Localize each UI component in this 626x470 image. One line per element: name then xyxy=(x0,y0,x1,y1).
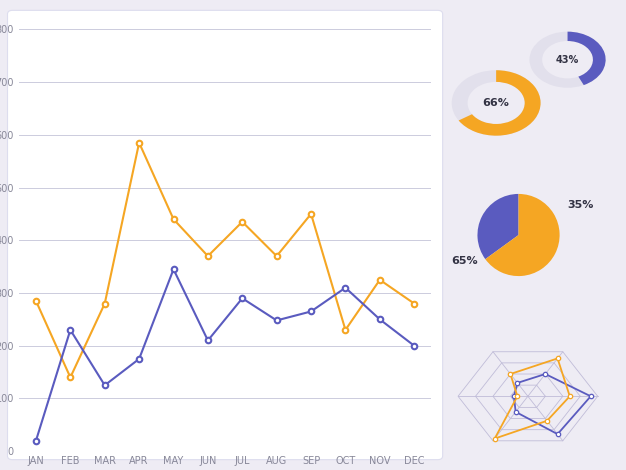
Point xyxy=(565,392,575,400)
Point xyxy=(505,370,515,378)
Point xyxy=(509,392,519,400)
Point xyxy=(513,379,523,387)
Point xyxy=(511,408,521,415)
Text: 65%: 65% xyxy=(451,256,478,266)
Point xyxy=(490,435,500,442)
Point xyxy=(513,392,523,400)
Text: 43%: 43% xyxy=(556,55,579,65)
Point xyxy=(553,431,563,438)
Point xyxy=(542,417,552,424)
Text: 66%: 66% xyxy=(483,98,510,108)
Point xyxy=(586,392,596,400)
Point xyxy=(540,370,550,378)
Wedge shape xyxy=(478,194,518,259)
Point xyxy=(553,355,563,362)
Wedge shape xyxy=(568,31,605,85)
Wedge shape xyxy=(452,70,541,136)
Wedge shape xyxy=(530,31,605,88)
Wedge shape xyxy=(459,70,541,136)
Wedge shape xyxy=(485,194,560,276)
Text: 35%: 35% xyxy=(568,200,594,210)
